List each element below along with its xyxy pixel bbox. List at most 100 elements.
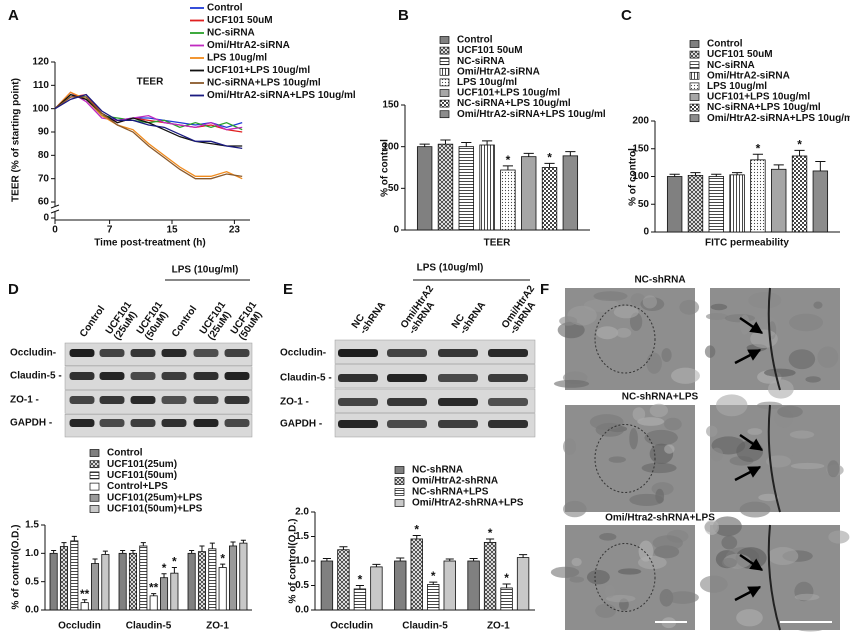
error-bar [502, 583, 511, 588]
texture [608, 456, 626, 463]
significance: * [547, 151, 552, 165]
bar [208, 548, 217, 611]
y-tick-label: 110 [33, 80, 50, 91]
x-tick-label: ZO-1 [487, 621, 510, 632]
legend-label: Omi/HtrA2-siRNA [707, 70, 790, 81]
y-tick-label: 60 [38, 197, 50, 208]
texture [794, 593, 820, 601]
texture [813, 301, 823, 309]
arrow [734, 585, 762, 602]
blot-band [99, 372, 125, 380]
row-label: GAPDH - [10, 418, 52, 429]
bar [500, 169, 516, 231]
arrow [734, 465, 762, 482]
legend-label: NC-siRNA+LPS 10ug/ml [707, 102, 821, 113]
texture [766, 455, 792, 468]
texture [632, 407, 646, 421]
y-tick-label: 70 [38, 173, 50, 184]
bar [771, 168, 787, 233]
texture [721, 557, 737, 568]
legend-swatch [439, 57, 450, 66]
texture [748, 291, 782, 309]
error-bar [209, 542, 215, 549]
panel-label: C [621, 7, 632, 24]
blot-band [193, 349, 219, 357]
bar [394, 560, 407, 611]
y-tick-label: 150 [632, 143, 649, 154]
blot-band [488, 398, 528, 406]
legend-swatch [689, 103, 700, 112]
y-tick-label: 1.0 [25, 548, 39, 559]
y-tick-label: 150 [382, 100, 399, 111]
texture [599, 533, 617, 541]
legend-swatch [394, 477, 405, 485]
texture [569, 576, 585, 583]
texture [563, 500, 587, 518]
data-line [54, 93, 243, 147]
texture [559, 316, 578, 326]
legend-label: Control [107, 448, 143, 459]
bar [229, 545, 238, 611]
y-axis-label: % of control [628, 148, 639, 206]
texture [704, 519, 720, 535]
panel-label: F [540, 281, 549, 298]
legend-label: NC-siRNA [207, 28, 255, 39]
micrograph-title: Omi/Htra2-shRNA+LPS [605, 513, 715, 524]
legend-label: Omi/HtrA2-shRNA+LPS [412, 498, 524, 509]
blot-strip [64, 342, 253, 366]
texture [793, 621, 827, 632]
legend-label: LPS 10ug/ml [707, 81, 767, 92]
bar [791, 155, 808, 233]
texture [767, 379, 794, 399]
legend-label: UCF101+LPS 10ug/ml [207, 65, 310, 76]
error-bar [151, 593, 157, 596]
legend-swatch [439, 89, 450, 97]
legend-label: UCF101(50um)+LPS [107, 504, 203, 515]
y-tick-label: 120 [32, 57, 49, 68]
error-bar [322, 558, 331, 561]
error-bar [189, 550, 195, 554]
error-bar [815, 161, 826, 171]
legend-swatch [439, 67, 450, 76]
bar [239, 542, 248, 611]
bar [443, 560, 456, 611]
legend-label: NC-shRNA+LPS [412, 487, 489, 498]
legend-label: NC-shRNA [412, 465, 463, 476]
significance: * [797, 138, 802, 152]
legend-label: Omi/HtrA2-siRNA [457, 66, 540, 77]
texture [715, 394, 748, 417]
legend-label: UCF101+LPS 10ug/ml [707, 92, 810, 103]
blot-band [193, 396, 219, 404]
y-tick-label: 0 [393, 225, 399, 236]
blot-band [99, 419, 125, 427]
blot-band [488, 374, 528, 382]
error-bar [412, 535, 421, 539]
legend-swatch [439, 78, 450, 87]
legend-swatch [394, 488, 405, 496]
bar [666, 176, 683, 233]
texture [606, 594, 636, 603]
panel-label: D [8, 281, 19, 298]
blot-band [224, 349, 250, 357]
texture [710, 447, 724, 462]
error-bar [544, 162, 555, 168]
error-bar [419, 143, 430, 147]
blot-band [161, 419, 187, 427]
texture [805, 376, 821, 383]
significance: ** [149, 581, 159, 595]
blot-strip [334, 339, 536, 364]
significance: * [414, 523, 419, 537]
bar [479, 144, 495, 231]
texture [758, 493, 779, 502]
texture [652, 535, 683, 551]
lane-label-line: Control [170, 304, 200, 340]
row-label: Claudin-5 - [10, 371, 62, 382]
arrow [739, 316, 764, 335]
lane-label: UCF101(50uM) [229, 299, 268, 342]
x-tick-label: ZO-1 [206, 621, 229, 632]
error-bar [396, 557, 405, 561]
texture [789, 430, 815, 439]
legend-swatch [689, 114, 700, 123]
error-bar [51, 550, 57, 554]
